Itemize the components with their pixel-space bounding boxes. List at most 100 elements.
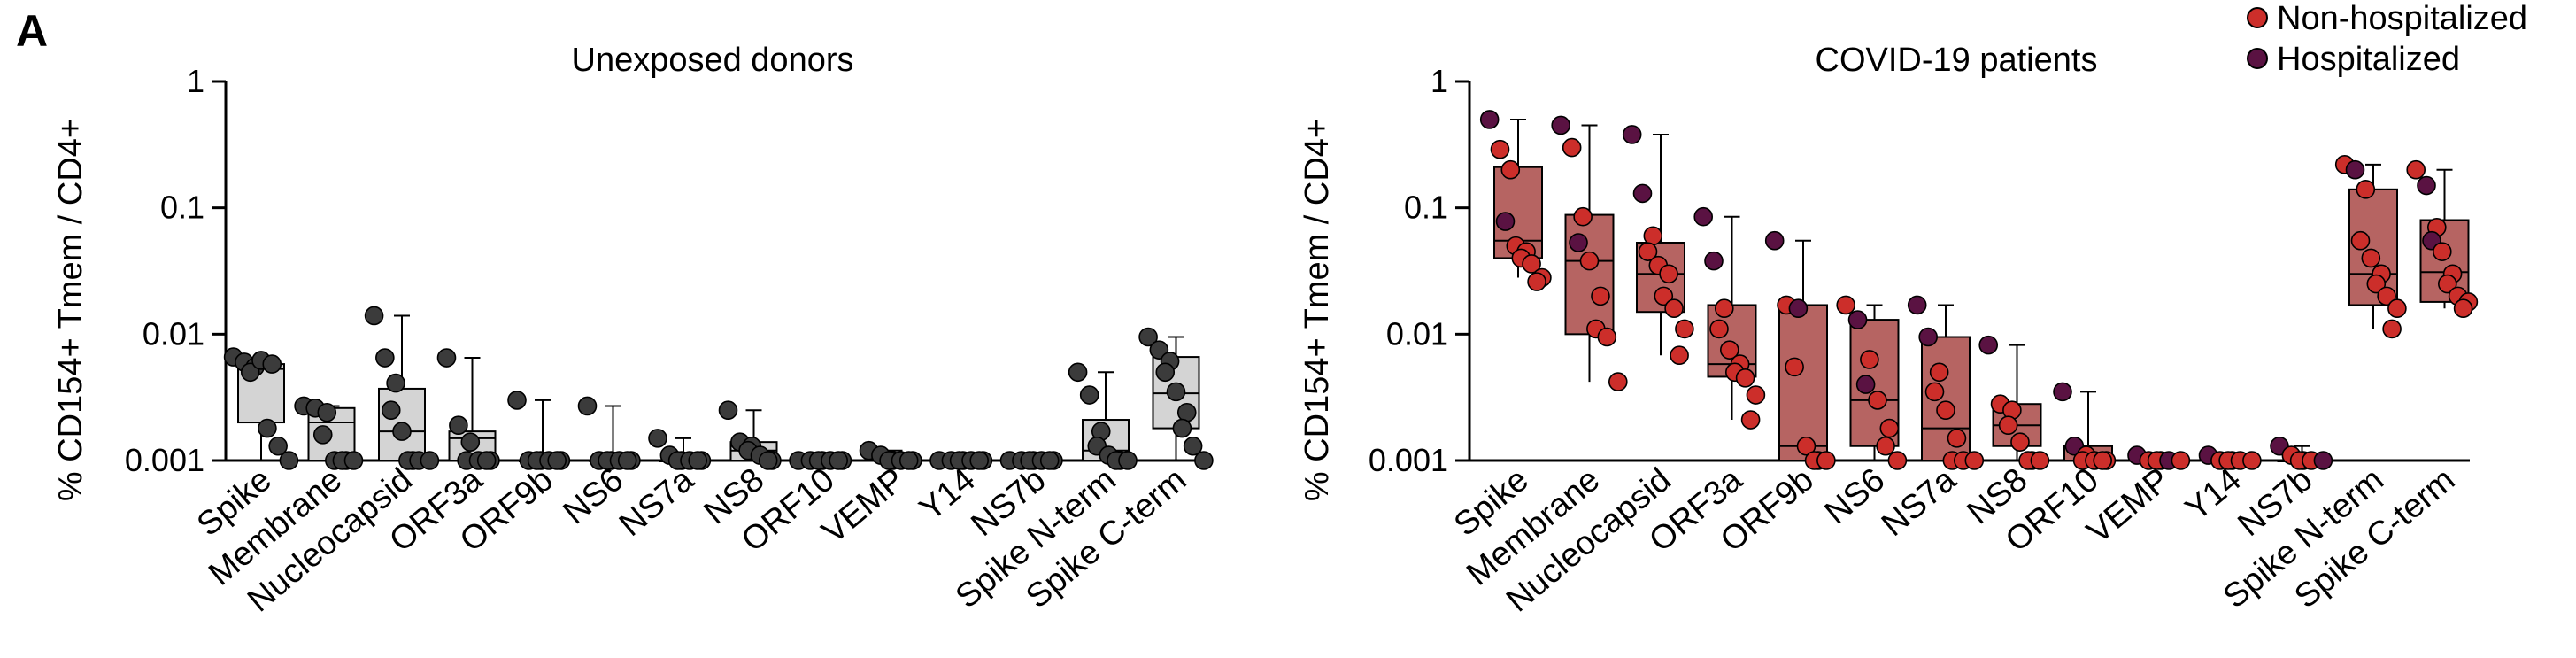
legend: Non-hospitalized Hospitalized xyxy=(2247,0,2527,78)
y-tick-label: 1 xyxy=(187,63,204,99)
chart-title: Unexposed donors xyxy=(572,42,854,79)
data-point-ns8 xyxy=(1978,335,1998,355)
y-tick-label: 0.001 xyxy=(125,442,204,478)
data-point-ns7b xyxy=(2313,451,2333,470)
data-point-orf10 xyxy=(829,451,849,470)
data-point-nucleocapsid xyxy=(1675,319,1694,339)
data-point-orf9b xyxy=(1764,230,1785,251)
data-point-nucleocapsid xyxy=(1622,125,1642,144)
x-tick-label-ns7a: NS7a xyxy=(613,461,701,544)
data-point-spike xyxy=(1522,254,1541,274)
data-point-ns6 xyxy=(1836,295,1855,315)
data-point-orf10 xyxy=(2093,451,2112,470)
data-point-spike-n-term xyxy=(2345,159,2365,180)
data-point-orf3a xyxy=(460,432,481,452)
data-point-spike-n-term xyxy=(2361,248,2381,268)
legend-label-non-hospitalized: Non-hospitalized xyxy=(2277,0,2527,37)
data-point-nucleocapsid xyxy=(381,400,401,421)
category-labels: SpikeMembraneNucleocapsidORF3aORF9bNS6NS… xyxy=(1447,461,2462,619)
panel-label: A xyxy=(16,6,48,56)
data-point-ns7a xyxy=(1936,400,1955,421)
data-point-spike xyxy=(1527,272,1546,291)
data-point-nucleocapsid xyxy=(375,348,395,368)
data-point-orf3a xyxy=(1693,206,1713,227)
data-point-ns8 xyxy=(758,451,778,470)
points xyxy=(223,306,1214,470)
x-tick-label-ns7a: NS7a xyxy=(1875,461,1963,544)
box-membrane xyxy=(1564,213,1615,336)
y-tick-label: 0.01 xyxy=(1386,315,1448,352)
data-point-ns6 xyxy=(1879,418,1900,438)
data-point-spike-c-term xyxy=(2406,159,2426,180)
y-tick-label: 1 xyxy=(1431,63,1448,99)
data-point-spike xyxy=(1495,212,1516,231)
data-point-spike-n-term xyxy=(2377,286,2396,306)
data-point-spike xyxy=(258,418,277,438)
data-point-y14 xyxy=(969,451,989,470)
legend-marker-non-hospitalized xyxy=(2247,7,2268,28)
data-point-spike-c-term xyxy=(1166,382,1186,402)
data-point-ns6 xyxy=(1847,310,1868,329)
data-point-spike xyxy=(268,436,288,456)
data-point-orf3a xyxy=(1746,385,1766,405)
data-point-spike-n-term xyxy=(2356,180,2376,199)
legend-marker-hospitalized xyxy=(2247,48,2268,69)
data-point-nucleocapsid xyxy=(1654,286,1674,306)
data-point-spike-c-term xyxy=(1176,402,1197,422)
data-point-nucleocapsid xyxy=(392,422,412,441)
data-point-orf9b xyxy=(1785,357,1804,377)
data-point-nucleocapsid xyxy=(420,451,440,470)
data-point-spike xyxy=(279,451,299,470)
data-point-membrane xyxy=(343,451,364,470)
data-point-orf3a xyxy=(1715,298,1734,319)
y-axis-label: % CD154+ Tmem / CD4+ xyxy=(1299,119,1336,501)
data-point-orf10 xyxy=(2053,382,2072,402)
y-tick-label: 0.01 xyxy=(143,315,204,352)
data-point-spike-n-term xyxy=(2382,319,2402,339)
data-point-ns7a xyxy=(648,429,667,448)
y-tick-label: 0.1 xyxy=(160,190,204,226)
data-point-ns7b xyxy=(1039,451,1060,470)
data-point-membrane xyxy=(1551,115,1570,135)
data-point-ns7a xyxy=(688,451,708,470)
data-point-nucleocapsid xyxy=(1670,345,1689,366)
data-point-nucleocapsid xyxy=(364,306,384,326)
data-point-spike-n-term xyxy=(2350,230,2371,251)
data-point-spike-c-term xyxy=(2453,298,2473,319)
data-point-orf9b xyxy=(1788,298,1809,319)
data-point-orf9b xyxy=(1796,436,1816,456)
data-point-orf3a xyxy=(449,415,468,436)
data-point-nucleocapsid xyxy=(1643,226,1663,246)
legend-label-hospitalized: Hospitalized xyxy=(2277,41,2460,78)
y-tick-label: 0.001 xyxy=(1369,442,1448,478)
data-point-ns6 xyxy=(577,396,598,416)
y-tick-label: 0.1 xyxy=(1404,190,1448,226)
boxes xyxy=(237,314,1200,462)
data-point-ns8 xyxy=(2030,451,2050,470)
data-point-spike xyxy=(1490,139,1510,159)
x-tick-label-vemp: VEMP xyxy=(815,461,913,551)
data-point-nucleocapsid xyxy=(1664,298,1684,319)
data-point-membrane xyxy=(1573,206,1593,227)
data-point-nucleocapsid xyxy=(1632,183,1653,204)
data-point-membrane xyxy=(1579,251,1600,271)
data-point-orf9b xyxy=(1816,451,1836,470)
data-point-ns6 xyxy=(1855,375,1876,394)
data-point-orf3a xyxy=(1735,368,1755,388)
data-point-ns7a xyxy=(1924,382,1945,402)
data-point-membrane xyxy=(1569,233,1588,252)
data-point-spike xyxy=(262,354,282,374)
data-point-y14 xyxy=(2242,451,2262,470)
data-point-spike xyxy=(1500,159,1521,180)
data-point-spike-c-term xyxy=(2438,274,2457,294)
data-point-spike-c-term xyxy=(2417,175,2436,196)
chart-unexposed-donors: Unexposed donors % CD154+ Tmem / CD4+ 0.… xyxy=(52,42,1214,620)
data-point-orf3a xyxy=(1740,410,1761,430)
data-point-membrane xyxy=(1591,286,1610,306)
data-point-ns8 xyxy=(718,400,738,421)
data-point-ns7a xyxy=(1907,295,1927,315)
data-point-membrane xyxy=(1608,372,1628,391)
data-point-spike-c-term xyxy=(1194,451,1214,470)
data-point-spike-c-term xyxy=(1155,362,1176,383)
